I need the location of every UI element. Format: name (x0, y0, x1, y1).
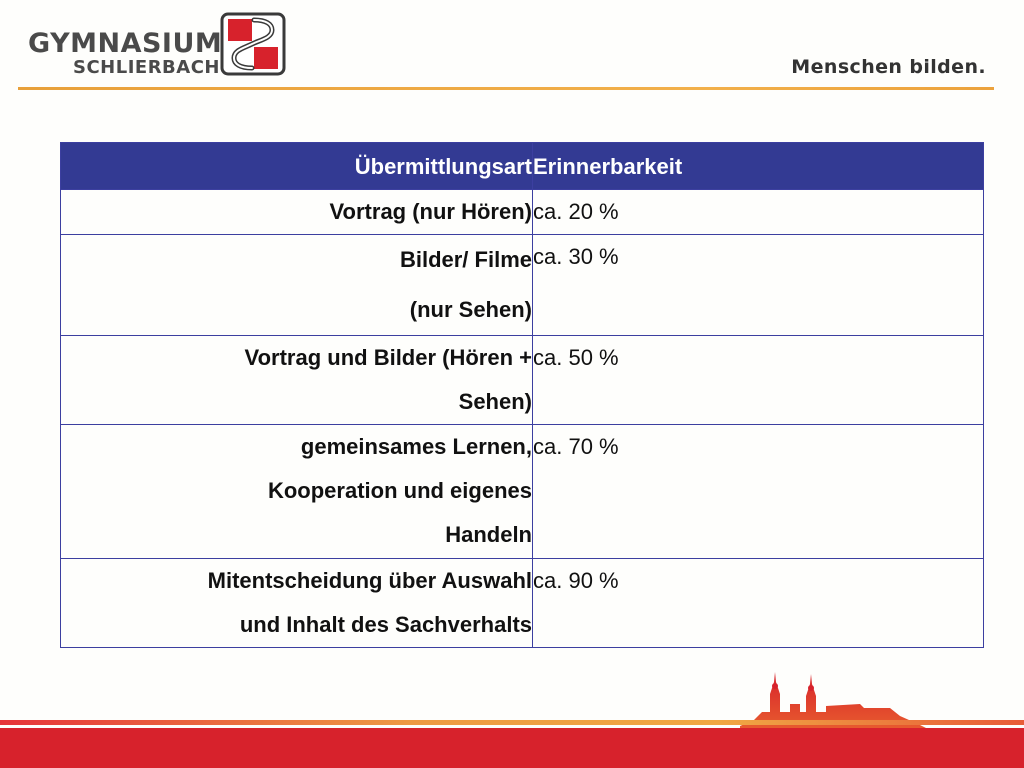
method-cell: Vortrag (nur Hören) (60, 189, 533, 235)
method-line: Vortrag und Bilder (Hören + (244, 345, 532, 370)
method-line: (nur Sehen) (409, 297, 532, 322)
value-cell: ca. 50 % (532, 335, 984, 425)
logo-line1: GYMNASIUM (28, 28, 223, 59)
header-divider (18, 87, 994, 90)
method-line: Mitentscheidung über Auswahl (207, 568, 532, 593)
table-row: Mitentscheidung über Auswahl und Inhalt … (60, 558, 984, 648)
table-header-row: Übermittlungsart Erinnerbarkeit (60, 142, 984, 190)
method-line: Kooperation und eigenes (267, 478, 532, 503)
method-line: gemeinsames Lernen, (300, 434, 532, 459)
school-emblem-icon (220, 12, 286, 76)
footer-accent-line (0, 720, 1024, 725)
method-line: Vortrag (nur Hören) (329, 199, 532, 224)
method-cell: Bilder/ Filme (nur Sehen) (60, 234, 533, 336)
value-cell: ca. 90 % (532, 558, 984, 648)
table-row: Vortrag und Bilder (Hören + Sehen) ca. 5… (60, 335, 984, 425)
retention-table: Übermittlungsart Erinnerbarkeit Vortrag … (60, 142, 984, 648)
value-cell: ca. 20 % (532, 189, 984, 235)
method-line: Sehen) (458, 389, 532, 414)
school-logo-text: GYMNASIUM SCHLIERBACH (28, 30, 222, 78)
table-row: Vortrag (nur Hören) ca. 20 % (60, 189, 984, 235)
logo-line2: SCHLIERBACH (73, 57, 220, 78)
tagline: Menschen bilden. (791, 56, 986, 78)
method-cell: gemeinsames Lernen, Kooperation und eige… (60, 424, 533, 559)
table-row: gemeinsames Lernen, Kooperation und eige… (60, 424, 984, 559)
header-method: Übermittlungsart (60, 142, 533, 190)
monastery-silhouette-icon (740, 672, 930, 734)
method-line: Bilder/ Filme (399, 247, 532, 272)
table-row: Bilder/ Filme (nur Sehen) ca. 30 % (60, 234, 984, 336)
slide-header: GYMNASIUM SCHLIERBACH Menschen bilden. (0, 0, 1024, 95)
slide-footer (0, 660, 1024, 768)
footer-band (0, 728, 1024, 768)
header-retention: Erinnerbarkeit (532, 142, 984, 190)
method-line: und Inhalt des Sachverhalts (239, 612, 532, 637)
method-cell: Vortrag und Bilder (Hören + Sehen) (60, 335, 533, 425)
method-line: Handeln (445, 522, 532, 547)
value-cell: ca. 70 % (532, 424, 984, 559)
value-cell: ca. 30 % (532, 234, 984, 336)
method-cell: Mitentscheidung über Auswahl und Inhalt … (60, 558, 533, 648)
